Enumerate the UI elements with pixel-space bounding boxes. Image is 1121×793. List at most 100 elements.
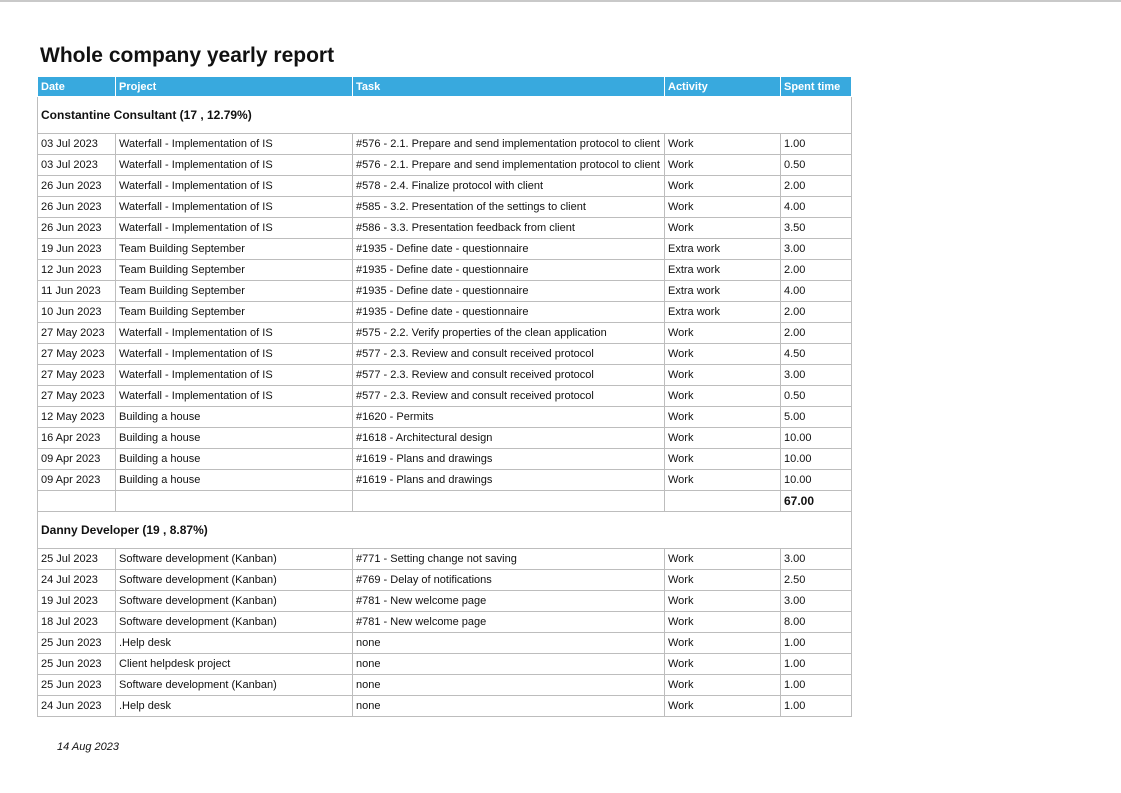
data-row: 25 Jun 2023 .Help desk none Work 1.00: [37, 632, 852, 654]
column-header: Activity: [664, 77, 781, 97]
group-header: Constantine Consultant (17 , 12.79%): [37, 96, 852, 134]
column-header: Project: [115, 77, 353, 97]
cell: Building a house: [115, 448, 353, 470]
cell: #577 - 2.3. Review and consult received …: [352, 343, 665, 365]
cell: 26 Jun 2023: [37, 175, 116, 197]
cell: none: [352, 632, 665, 654]
data-row: 19 Jul 2023 Software development (Kanban)…: [37, 590, 852, 612]
cell: #576 - 2.1. Prepare and send implementat…: [352, 133, 665, 155]
cell: none: [352, 674, 665, 696]
cell: Waterfall - Implementation of IS: [115, 196, 353, 218]
data-row: 03 Jul 2023 Waterfall - Implementation of…: [37, 133, 852, 155]
data-row: 10 Jun 2023 Team Building September #1935 …: [37, 301, 852, 323]
cell: #575 - 2.2. Verify properties of the cle…: [352, 322, 665, 344]
cell: 12 May 2023: [37, 406, 116, 428]
cell: Work: [664, 406, 781, 428]
data-row: 26 Jun 2023 Waterfall - Implementation of…: [37, 196, 852, 218]
cell: none: [352, 695, 665, 717]
cell: Waterfall - Implementation of IS: [115, 385, 353, 407]
cell: 26 Jun 2023: [37, 196, 116, 218]
data-row: 09 Apr 2023 Building a house #1619 - Plans…: [37, 448, 852, 470]
cell: 3.00: [780, 590, 852, 612]
cell: Extra work: [664, 238, 781, 260]
cell: 4.00: [780, 196, 852, 218]
cell: #586 - 3.3. Presentation feedback from c…: [352, 217, 665, 239]
cell: Work: [664, 385, 781, 407]
data-row: 25 Jun 2023 Software development (Kanban)…: [37, 674, 852, 696]
cell: Work: [664, 632, 781, 654]
cell: #771 - Setting change not saving: [352, 548, 665, 570]
cell: 16 Apr 2023: [37, 427, 116, 449]
report-title: Whole company yearly report: [40, 44, 335, 67]
cell: Work: [664, 653, 781, 675]
data-row: 25 Jun 2023 Client helpdesk project none Wo…: [37, 653, 852, 675]
cell: Work: [664, 611, 781, 633]
cell: Extra work: [664, 259, 781, 281]
cell: Work: [664, 569, 781, 591]
cell: #1935 - Define date - questionnaire: [352, 280, 665, 302]
cell: 19 Jun 2023: [37, 238, 116, 260]
cell: Building a house: [115, 469, 353, 491]
data-row: 27 May 2023 Waterfall - Implementation of…: [37, 385, 852, 407]
cell: 1.00: [780, 632, 852, 654]
cell: #577 - 2.3. Review and consult received …: [352, 364, 665, 386]
cell: Team Building September: [115, 280, 353, 302]
cell: 25 Jun 2023: [37, 632, 116, 654]
cell: Work: [664, 322, 781, 344]
cell: Extra work: [664, 280, 781, 302]
data-row: 03 Jul 2023 Waterfall - Implementation of…: [37, 154, 852, 176]
cell: Waterfall - Implementation of IS: [115, 364, 353, 386]
cell: Work: [664, 217, 781, 239]
cell: 3.00: [780, 364, 852, 386]
cell: 27 May 2023: [37, 385, 116, 407]
cell: Waterfall - Implementation of IS: [115, 322, 353, 344]
data-row: 27 May 2023 Waterfall - Implementation of…: [37, 364, 852, 386]
cell: #1619 - Plans and drawings: [352, 448, 665, 470]
cell: 10 Jun 2023: [37, 301, 116, 323]
cell: 09 Apr 2023: [37, 448, 116, 470]
data-row: 12 Jun 2023 Team Building September #1935 …: [37, 259, 852, 281]
total-cell: 67.00: [780, 490, 852, 512]
cell: 18 Jul 2023: [37, 611, 116, 633]
cell: #1619 - Plans and drawings: [352, 469, 665, 491]
footer-date: 14 Aug 2023: [57, 741, 119, 753]
cell: 2.50: [780, 569, 852, 591]
cell: 1.00: [780, 133, 852, 155]
cell: 11 Jun 2023: [37, 280, 116, 302]
cell: 0.50: [780, 154, 852, 176]
cell: 3.50: [780, 217, 852, 239]
data-row: 19 Jun 2023 Team Building September #1935 …: [37, 238, 852, 260]
cell: 12 Jun 2023: [37, 259, 116, 281]
group-row: Constantine Consultant (17 , 12.79%): [37, 96, 852, 134]
total-row: 67.00: [37, 490, 852, 512]
cell: 25 Jun 2023: [37, 653, 116, 675]
cell: .Help desk: [115, 695, 353, 717]
column-header: Task: [352, 77, 665, 97]
cell: 24 Jun 2023: [37, 695, 116, 717]
cell: 5.00: [780, 406, 852, 428]
data-row: 18 Jul 2023 Software development (Kanban)…: [37, 611, 852, 633]
cell: 10.00: [780, 427, 852, 449]
data-row: 12 May 2023 Building a house #1620 - Permi…: [37, 406, 852, 428]
cell: #781 - New welcome page: [352, 590, 665, 612]
cell: 2.00: [780, 301, 852, 323]
cell: 10.00: [780, 469, 852, 491]
cell: Software development (Kanban): [115, 569, 353, 591]
data-row: 09 Apr 2023 Building a house #1619 - Plans…: [37, 469, 852, 491]
empty-cell: [352, 490, 665, 512]
cell: Waterfall - Implementation of IS: [115, 217, 353, 239]
cell: Work: [664, 695, 781, 717]
cell: 2.00: [780, 322, 852, 344]
data-row: 25 Jul 2023 Software development (Kanban)…: [37, 548, 852, 570]
data-row: 26 Jun 2023 Waterfall - Implementation of…: [37, 175, 852, 197]
cell: #577 - 2.3. Review and consult received …: [352, 385, 665, 407]
cell: Work: [664, 548, 781, 570]
cell: Work: [664, 469, 781, 491]
top-border: [0, 0, 1121, 2]
cell: .Help desk: [115, 632, 353, 654]
header-row: Date Project Task Activity Spent time: [37, 77, 852, 97]
cell: #1618 - Architectural design: [352, 427, 665, 449]
cell: 25 Jun 2023: [37, 674, 116, 696]
cell: Waterfall - Implementation of IS: [115, 154, 353, 176]
